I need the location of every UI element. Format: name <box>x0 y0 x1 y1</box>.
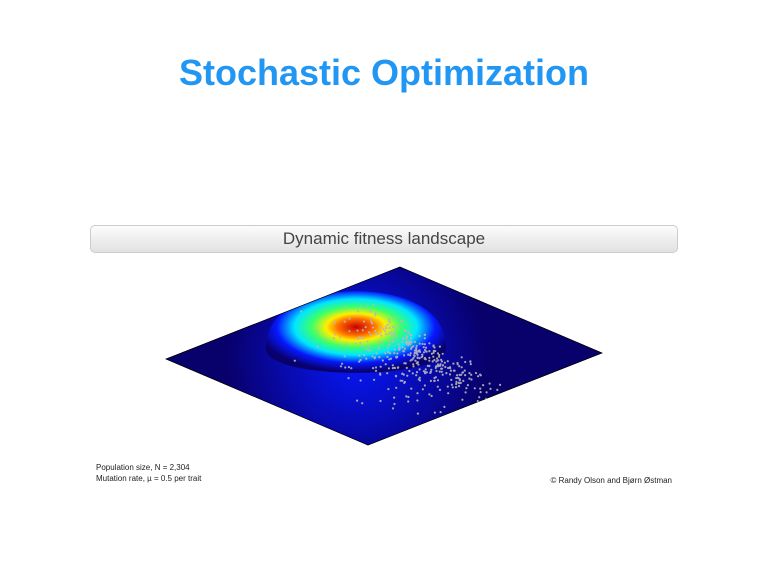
surface-plot <box>90 253 678 463</box>
caption-left: Population size, N = 2,304 Mutation rate… <box>96 463 201 485</box>
page-title: Stochastic Optimization <box>0 0 768 94</box>
caption-right: © Randy Olson and Bjørn Østman <box>551 476 673 485</box>
figure: Dynamic fitness landscape Population siz… <box>90 225 678 485</box>
figure-plot-area <box>90 253 678 463</box>
figure-header: Dynamic fitness landscape <box>90 225 678 253</box>
figure-footer: Population size, N = 2,304 Mutation rate… <box>90 463 678 485</box>
